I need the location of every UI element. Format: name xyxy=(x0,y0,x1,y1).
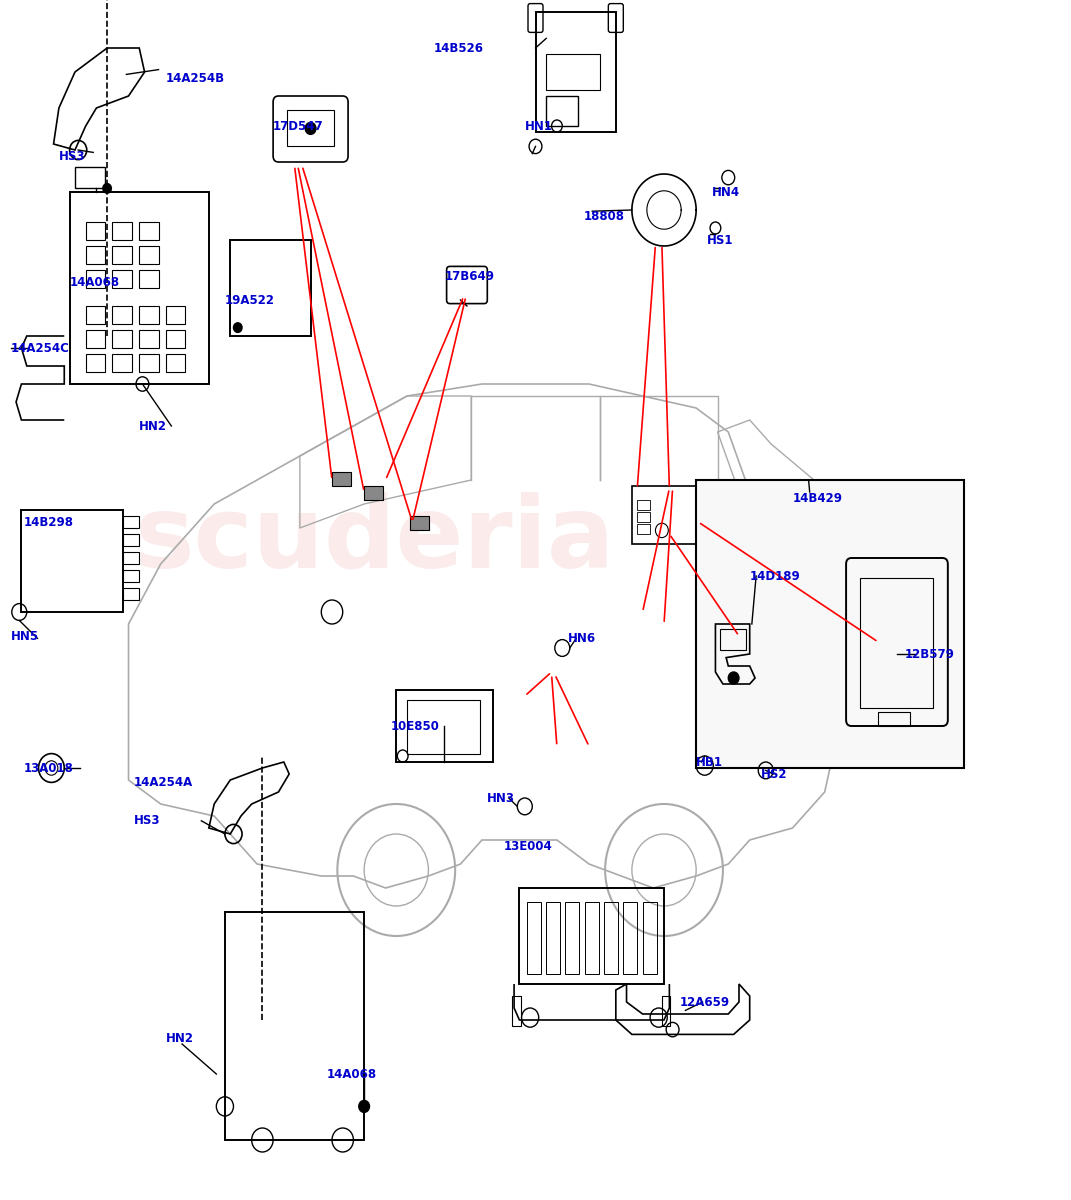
Bar xyxy=(123,552,139,564)
Bar xyxy=(546,902,560,974)
Bar xyxy=(585,902,599,974)
Text: HN5: HN5 xyxy=(11,630,39,642)
Bar xyxy=(86,222,105,240)
Bar xyxy=(720,629,746,650)
Text: 12A659: 12A659 xyxy=(680,996,730,1008)
Bar xyxy=(410,516,429,530)
Bar xyxy=(364,486,383,500)
Bar xyxy=(166,330,185,348)
Bar xyxy=(604,902,618,974)
Bar xyxy=(123,588,139,600)
Text: 14A254C: 14A254C xyxy=(11,342,70,354)
Text: 14B298: 14B298 xyxy=(24,516,74,528)
Text: 14A068: 14A068 xyxy=(327,1068,377,1080)
Bar xyxy=(860,578,933,708)
Text: 14D189: 14D189 xyxy=(750,570,800,582)
Bar xyxy=(527,902,541,974)
Text: 14A254B: 14A254B xyxy=(166,72,225,84)
Circle shape xyxy=(103,184,111,193)
Bar xyxy=(112,354,132,372)
Bar xyxy=(86,306,105,324)
Text: HS3: HS3 xyxy=(134,815,161,827)
Text: 13A018: 13A018 xyxy=(24,762,74,774)
Bar xyxy=(332,472,351,486)
Bar xyxy=(86,330,105,348)
Bar xyxy=(112,246,132,264)
Bar xyxy=(878,712,910,726)
Bar xyxy=(643,902,657,974)
Bar xyxy=(662,996,670,1026)
Bar xyxy=(139,306,159,324)
Bar xyxy=(75,167,105,188)
Bar xyxy=(112,270,132,288)
Bar xyxy=(139,330,159,348)
Bar xyxy=(123,570,139,582)
Text: 14B526: 14B526 xyxy=(434,42,484,54)
Text: scuderia: scuderia xyxy=(135,492,615,588)
Bar xyxy=(123,516,139,528)
Text: 17D547: 17D547 xyxy=(273,120,323,132)
Bar xyxy=(139,246,159,264)
Circle shape xyxy=(728,672,739,684)
Text: HN2: HN2 xyxy=(139,420,167,432)
Bar xyxy=(166,354,185,372)
Bar xyxy=(86,246,105,264)
Text: 18808: 18808 xyxy=(584,210,624,222)
Bar xyxy=(123,534,139,546)
Bar xyxy=(112,306,132,324)
Text: 14A254A: 14A254A xyxy=(134,776,193,788)
Bar xyxy=(546,96,578,126)
Bar xyxy=(512,996,521,1026)
Bar xyxy=(112,330,132,348)
Circle shape xyxy=(359,1100,369,1112)
Text: HN1: HN1 xyxy=(525,120,553,132)
Text: 13E004: 13E004 xyxy=(503,840,553,852)
Text: HN3: HN3 xyxy=(487,792,515,804)
Text: 12B579: 12B579 xyxy=(905,648,955,660)
FancyBboxPatch shape xyxy=(696,480,964,768)
Text: 14B429: 14B429 xyxy=(793,492,843,504)
Bar xyxy=(86,270,105,288)
Text: HN6: HN6 xyxy=(568,632,595,644)
Bar xyxy=(407,700,480,754)
Text: HS3: HS3 xyxy=(59,150,86,162)
Bar xyxy=(546,54,600,90)
Bar xyxy=(287,110,334,146)
Circle shape xyxy=(233,323,242,332)
Bar xyxy=(565,902,579,974)
Bar xyxy=(139,222,159,240)
Bar xyxy=(637,500,650,510)
Bar xyxy=(86,354,105,372)
Text: HS1: HS1 xyxy=(707,234,734,246)
Bar xyxy=(623,902,637,974)
Bar xyxy=(637,524,650,534)
Bar xyxy=(112,222,132,240)
Text: 19A522: 19A522 xyxy=(225,294,275,306)
Text: 10E850: 10E850 xyxy=(391,720,440,732)
Text: HN2: HN2 xyxy=(166,1032,194,1044)
Text: HB1: HB1 xyxy=(696,756,723,768)
Bar xyxy=(139,270,159,288)
Circle shape xyxy=(305,122,316,134)
Bar xyxy=(166,306,185,324)
Text: HS2: HS2 xyxy=(760,768,787,780)
Text: 14A068: 14A068 xyxy=(70,276,120,288)
Text: HN4: HN4 xyxy=(712,186,740,198)
Bar xyxy=(139,354,159,372)
Text: 17B649: 17B649 xyxy=(444,270,495,282)
Bar xyxy=(637,512,650,522)
